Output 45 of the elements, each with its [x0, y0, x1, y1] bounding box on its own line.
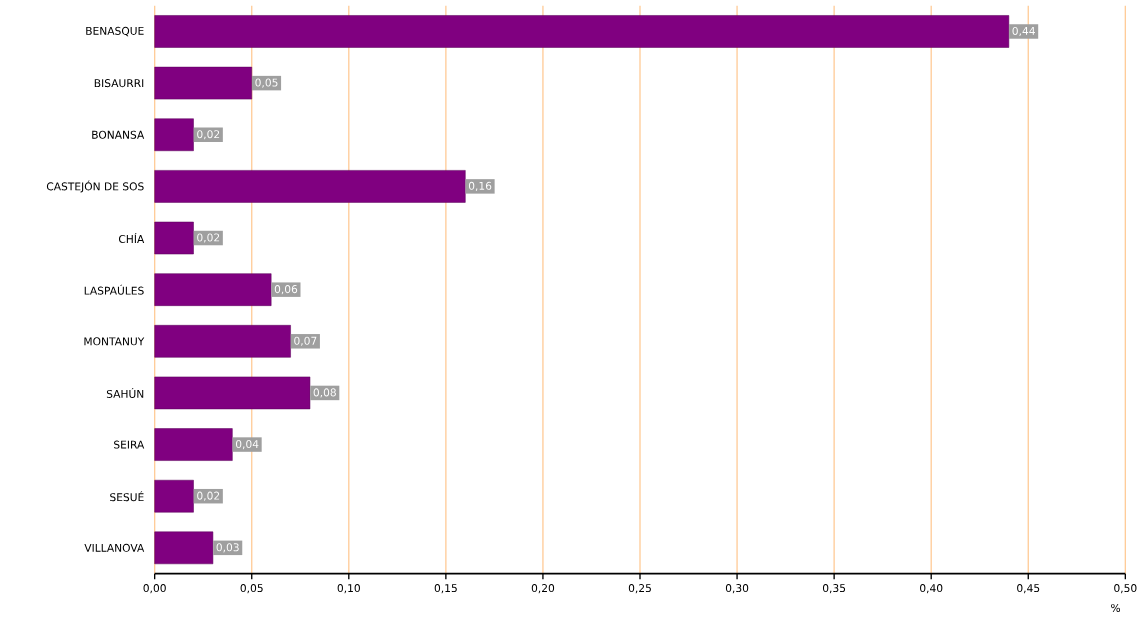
x-tick-label: 0,10 — [337, 584, 360, 594]
data-label: 0,02 — [197, 130, 220, 140]
bar — [154, 531, 214, 565]
x-tick-label: 0,25 — [628, 584, 651, 594]
y-tick-label: CHÍA — [118, 233, 145, 244]
x-axis-title: % — [1111, 603, 1121, 612]
bar — [154, 273, 272, 306]
data-label: 0,08 — [313, 388, 336, 398]
x-tick-label: 0,35 — [822, 584, 846, 594]
bar — [154, 118, 194, 152]
y-tick-label: BENASQUE — [86, 26, 144, 37]
data-label: 0,07 — [294, 336, 317, 346]
y-tick-label: BONANSA — [92, 130, 145, 139]
bar — [154, 325, 291, 358]
bar — [154, 15, 1010, 48]
x-tick-label: 0,40 — [920, 584, 943, 594]
bar — [154, 376, 311, 410]
data-label: 0,16 — [468, 181, 492, 191]
y-tick-label: SEIRA — [114, 440, 145, 449]
data-label: 0,44 — [1012, 26, 1035, 37]
data-label: 0,05 — [255, 78, 278, 88]
bar — [154, 170, 466, 203]
y-tick-label: SAHÚN — [106, 387, 144, 398]
y-tick-label: BISAURRI — [94, 79, 144, 88]
bar — [154, 428, 233, 461]
y-tick-label: MONTANUY — [84, 337, 145, 346]
x-tick-label: 0,45 — [1017, 584, 1040, 594]
x-tick-label: 0,05 — [240, 584, 263, 594]
data-label: 0,06 — [274, 285, 298, 295]
x-tick-label: 0,15 — [434, 584, 457, 594]
x-tick-label: 0,50 — [1114, 584, 1137, 594]
data-label: 0,02 — [197, 491, 220, 501]
y-tick-label: SESUÉ — [110, 491, 144, 502]
data-label: 0,02 — [197, 233, 220, 243]
x-tick-label: 0,30 — [725, 584, 749, 594]
data-label: 0,04 — [235, 439, 259, 450]
x-tick-label: 0,00 — [143, 584, 166, 594]
y-tick-label: LASPAÚLES — [84, 284, 144, 295]
data-label: 0,03 — [216, 543, 239, 553]
bar — [154, 66, 253, 100]
x-tick-label: 0,20 — [531, 584, 555, 594]
y-tick-label: CASTEJÓN DE SOS — [46, 180, 144, 193]
bar — [154, 221, 194, 255]
bar — [154, 479, 194, 513]
y-tick-label: VILLANOVA — [84, 543, 145, 552]
